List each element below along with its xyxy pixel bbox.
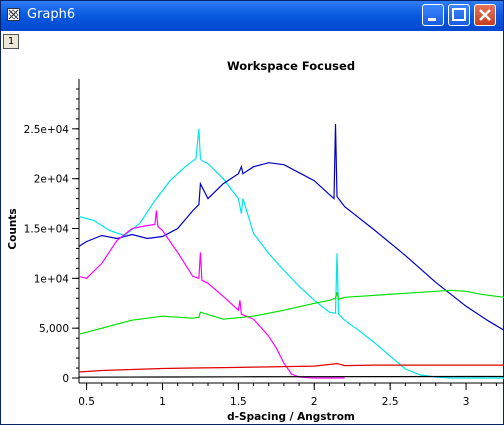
y-tick-label: 2.5e+04 (24, 124, 70, 136)
chart-title: Workspace Focused (227, 59, 355, 73)
series-line-1 (79, 128, 504, 379)
graph-app-icon[interactable] (7, 8, 20, 21)
title-bar[interactable]: Graph6 (1, 1, 503, 31)
x-tick-label: 1 (159, 396, 166, 408)
maximize-button[interactable] (448, 4, 470, 26)
series-line-5 (79, 362, 504, 373)
close-button[interactable] (474, 4, 496, 26)
x-axis-label: d-Spacing / Angstrom (227, 411, 355, 423)
minimize-button[interactable] (422, 4, 444, 26)
y-axis-label: Counts (7, 208, 19, 249)
x-tick-label: 3 (463, 396, 470, 408)
y-tick-label: 2e+04 (34, 174, 70, 186)
series-line-4 (79, 289, 504, 335)
y-tick-label: 1e+04 (34, 273, 70, 285)
series-line-3 (79, 210, 345, 379)
y-tick-label: 0 (62, 373, 69, 385)
layer-1-button[interactable]: 1 (3, 34, 19, 49)
x-tick-label: 0.5 (78, 396, 95, 408)
x-tick-label: 1.5 (230, 396, 247, 408)
x-tick-label: 2 (311, 396, 318, 408)
window-title: Graph6 (27, 7, 76, 22)
series-line-6 (79, 375, 504, 378)
y-tick-label: 5,000 (39, 323, 69, 335)
series-line-2 (79, 123, 504, 331)
y-tick-label: 1.5e+04 (24, 224, 70, 236)
x-tick-label: 2.5 (382, 396, 399, 408)
